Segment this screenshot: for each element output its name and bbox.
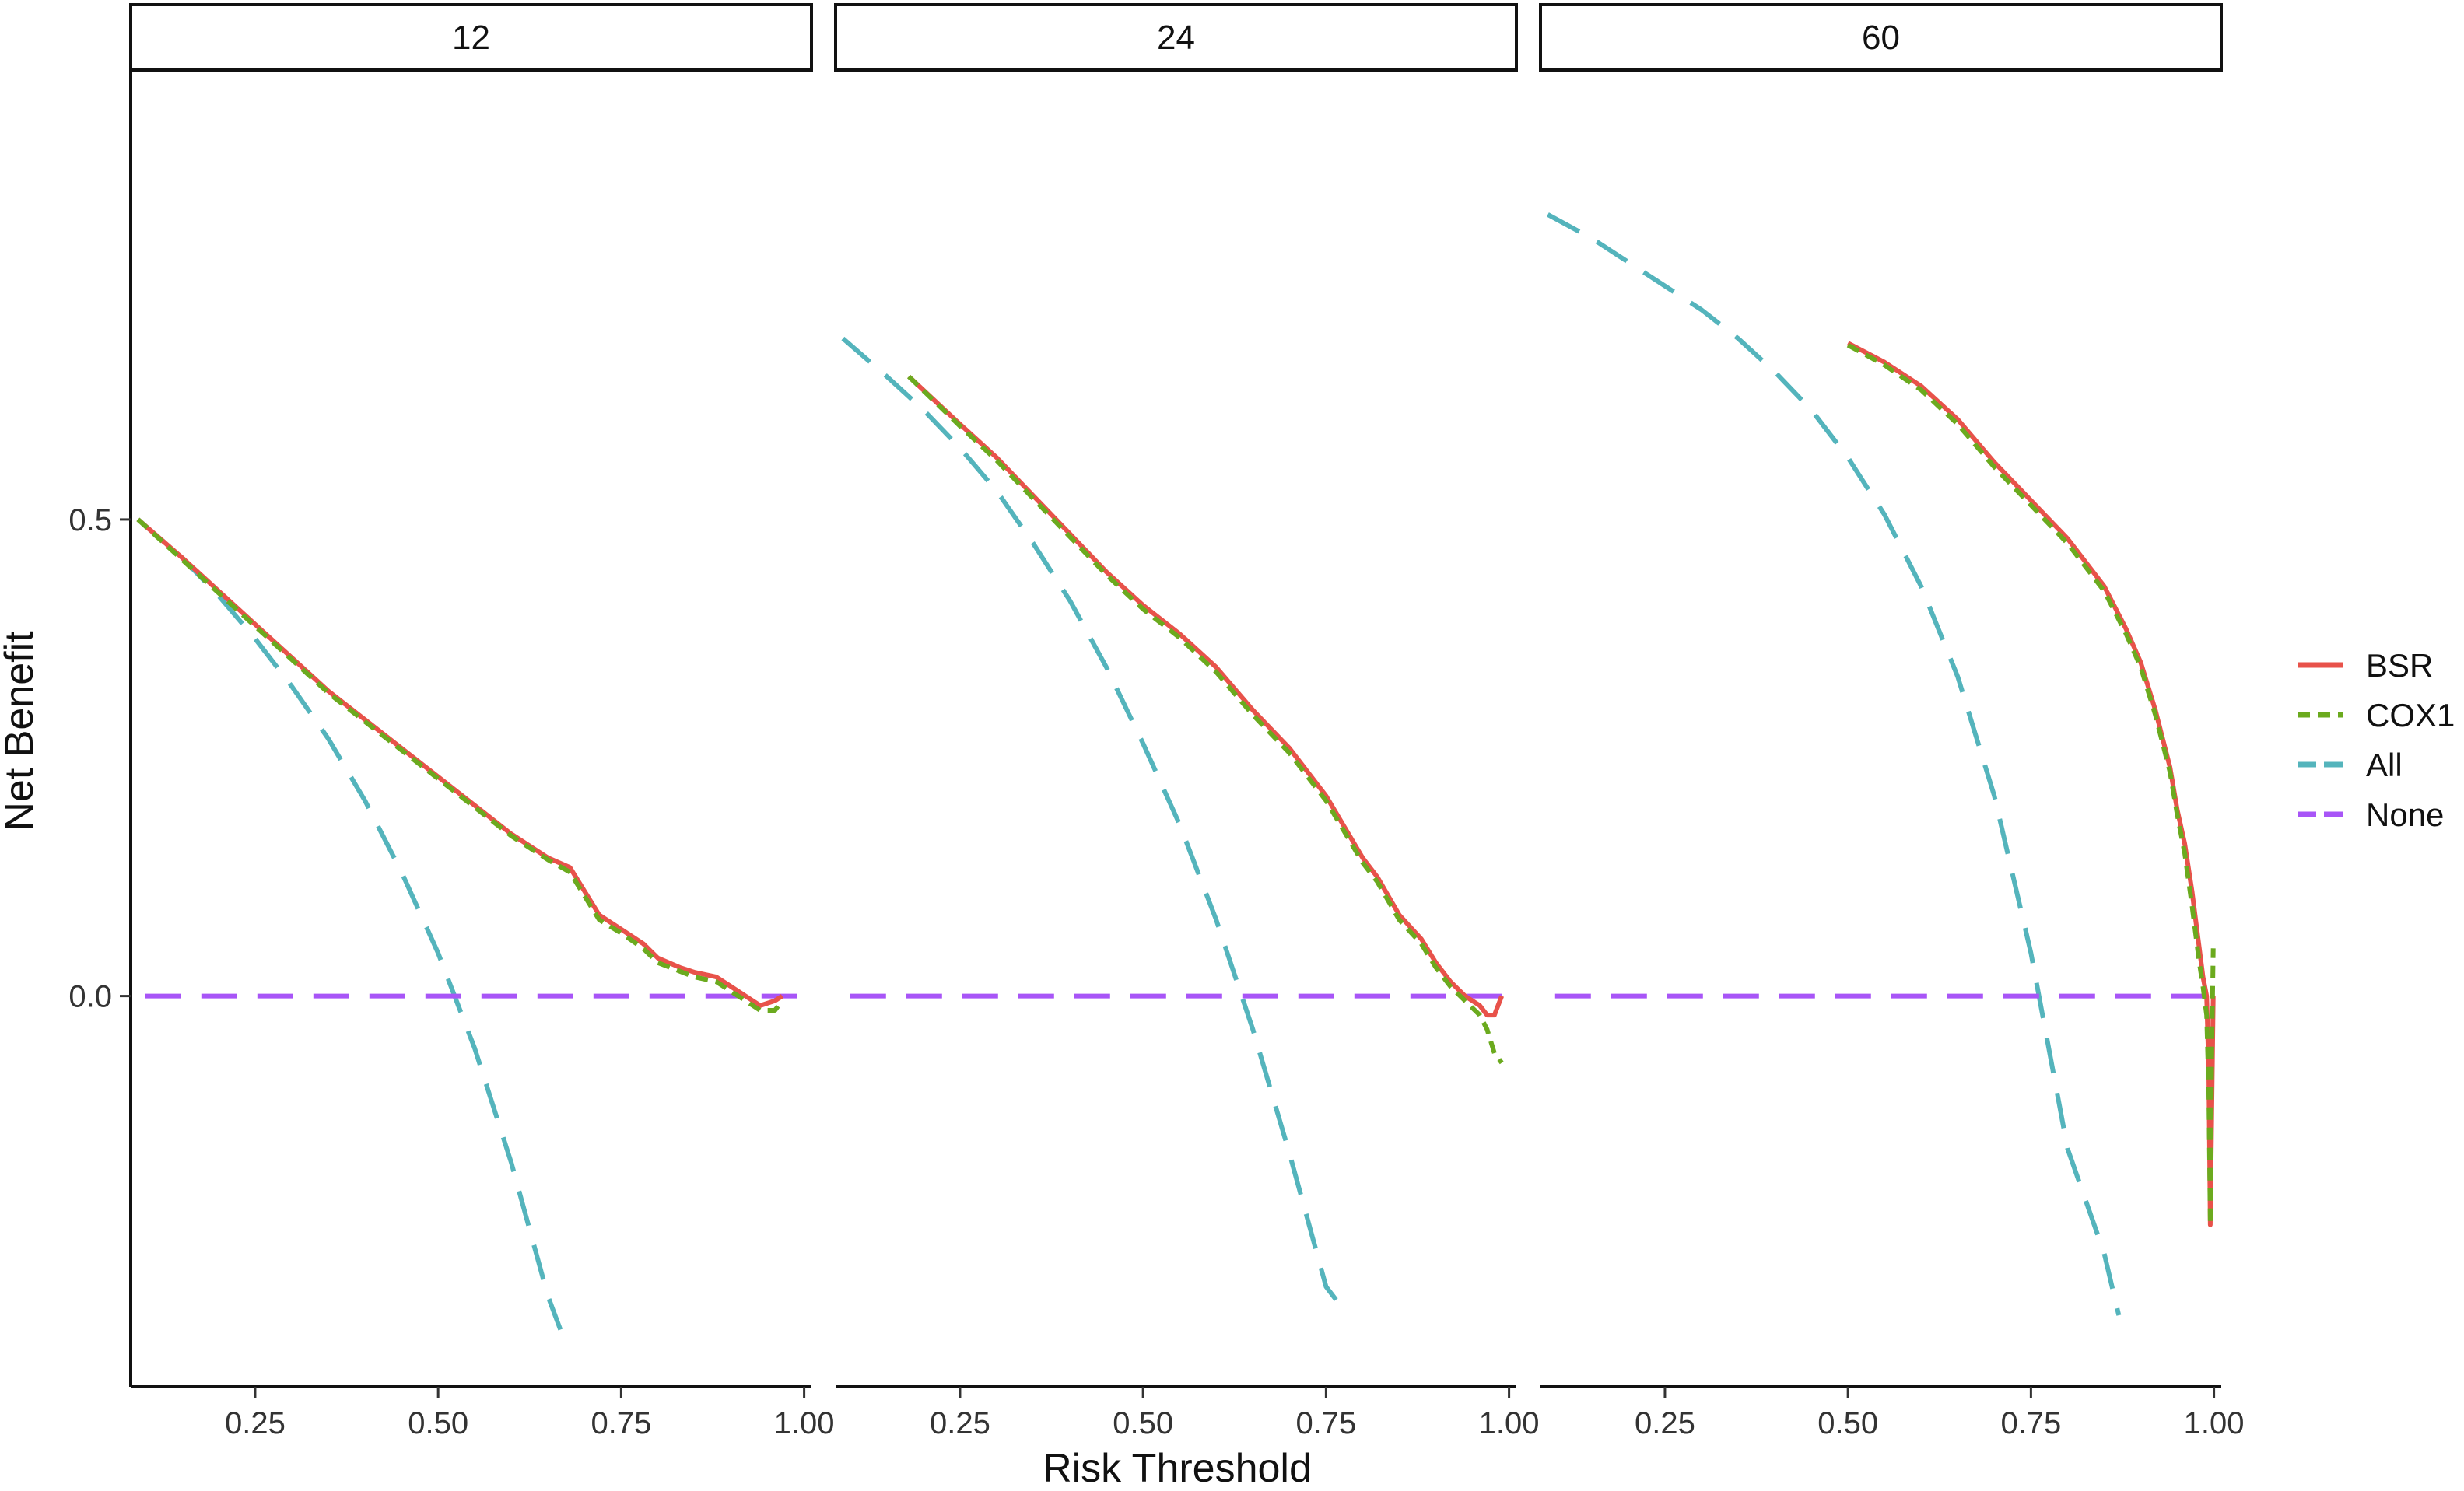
legend: BSR COX1 All None [2298, 647, 2455, 833]
x-tick-label: 0.75 [2000, 1406, 2061, 1440]
series-line-bsr [1846, 341, 2216, 1227]
series-line-cox1 [907, 374, 1504, 1065]
x-axis-title: Risk Threshold [1043, 1446, 1312, 1491]
legend-label: COX1 [2366, 697, 2455, 733]
legend-item-all: All [2298, 747, 2403, 783]
series-line-cox1 [136, 517, 784, 1013]
y-tick-label: 0.5 [68, 503, 112, 537]
series-line-bsr [907, 374, 1505, 1018]
facet-strip-label: 12 [452, 19, 490, 57]
x-tick-label: 0.75 [1295, 1406, 1356, 1440]
legend-label: None [2366, 796, 2444, 833]
x-tick-label: 0.50 [1817, 1406, 1878, 1440]
legend-item-none: None [2298, 796, 2444, 833]
facet-strip-label: 60 [1862, 19, 1900, 57]
x-tick-label: 0.50 [1113, 1406, 1173, 1440]
x-tick-label: 1.00 [2184, 1406, 2245, 1440]
x-tick-label: 0.50 [408, 1406, 468, 1440]
series-line-all [1546, 212, 2122, 1316]
facet-strip-box [129, 3, 813, 72]
legend-label: BSR [2366, 647, 2433, 684]
y-tick-label: 0.0 [68, 980, 112, 1014]
series-line-all [841, 336, 1350, 1317]
x-tick-label: 1.00 [774, 1406, 835, 1440]
x-tick-label: 0.25 [1635, 1406, 1695, 1440]
facet-strip-box [1539, 3, 2223, 72]
panel-24: 24 0.25 0.50 0.75 1.00 [834, 3, 1540, 1440]
legend-item-bsr: BSR [2298, 647, 2433, 684]
x-tick-label: 0.75 [591, 1406, 651, 1440]
series-line-cox1 [1846, 343, 2216, 1227]
legend-label: All [2366, 747, 2403, 783]
facet-strip-label: 24 [1157, 19, 1195, 57]
panel-60: 60 0.25 0.50 0.75 1.00 [1539, 3, 2245, 1440]
x-tick-label: 0.25 [225, 1406, 286, 1440]
series-line-all [136, 517, 563, 1331]
facet-strip-box [834, 3, 1518, 72]
x-tick-label: 0.25 [930, 1406, 990, 1440]
x-tick-label: 1.00 [1479, 1406, 1540, 1440]
panel-12: 12 0.25 0.50 0.75 1.00 0.0 0.5 [68, 3, 835, 1440]
y-axis-title: Net Benefit [0, 631, 42, 831]
facet-panels: 12 0.25 0.50 0.75 1.00 0.0 0.5 24 0.25 0.50 0.75 1.… [68, 3, 2245, 1440]
legend-item-cox1: COX1 [2298, 697, 2455, 733]
series-line-bsr [136, 517, 784, 1008]
